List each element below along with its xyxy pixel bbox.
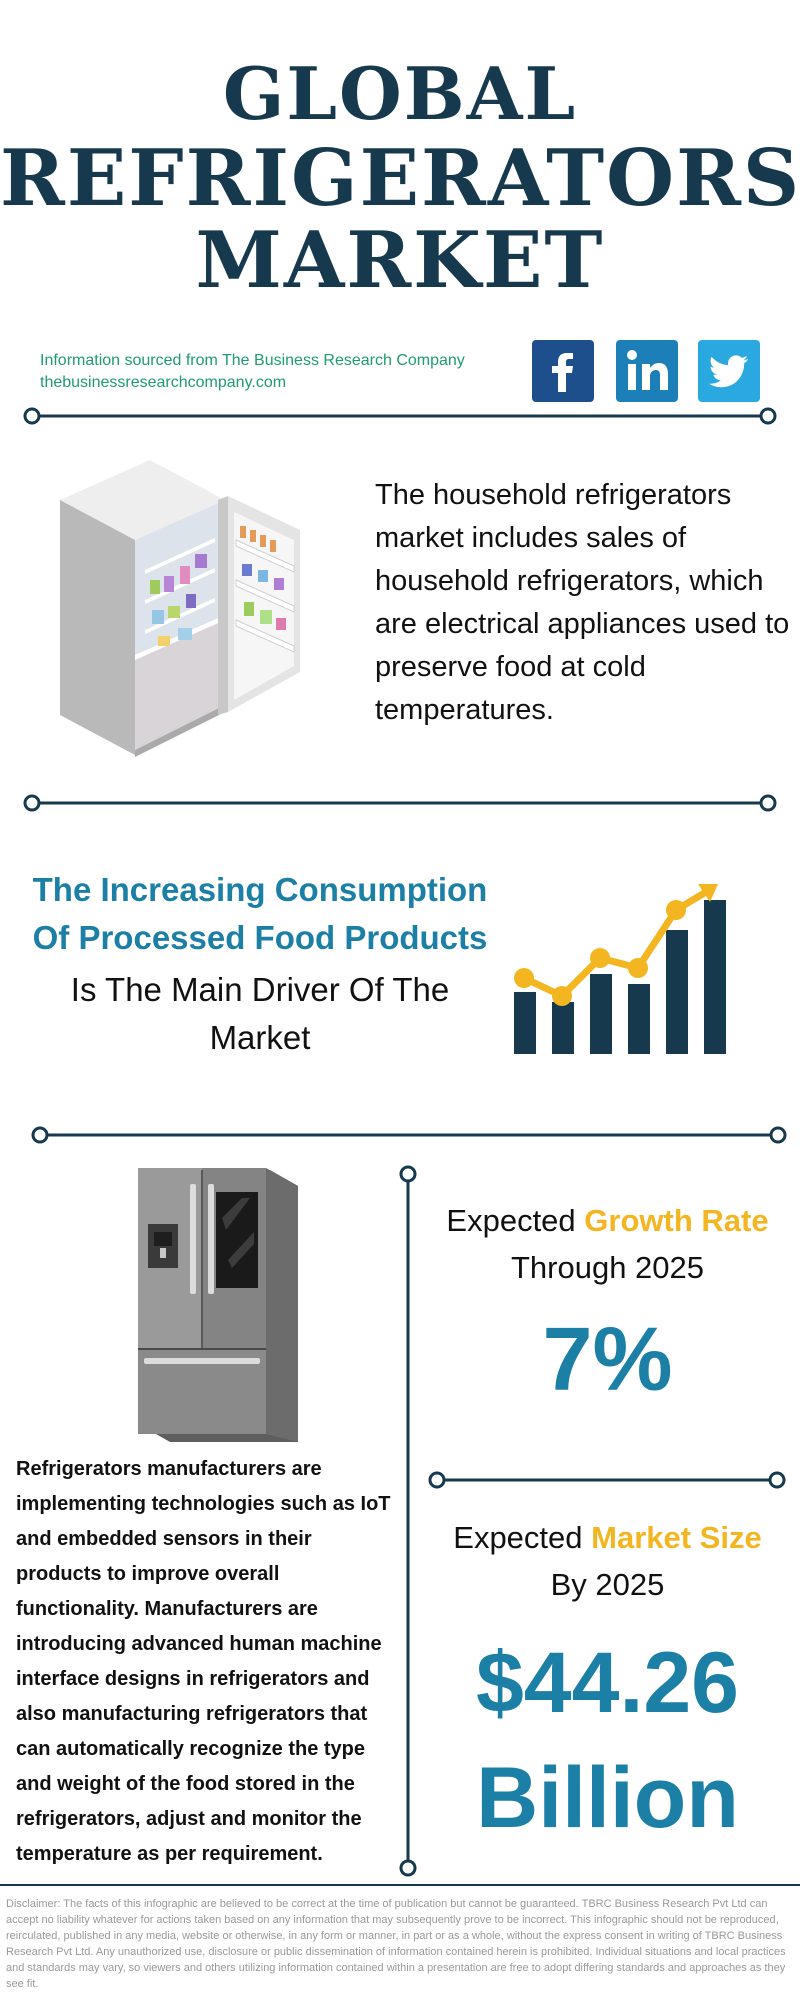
size-value-line-2: Billion <box>476 1750 739 1846</box>
growth-chart-icon <box>514 884 726 1054</box>
title-line-3: MARKET <box>195 215 605 306</box>
intro-description: The household refrigerators market inclu… <box>375 479 790 726</box>
open-refrigerator-icon <box>60 460 300 757</box>
size-prefix: Expected <box>453 1520 592 1555</box>
linkedin-icon[interactable] <box>616 340 678 402</box>
divider-4 <box>428 1471 786 1489</box>
size-highlight: Market Size <box>591 1520 762 1555</box>
divider-2 <box>23 794 777 812</box>
size-value-line-1: $44.26 <box>475 1635 740 1731</box>
title-line-2: REFRIGERATORS <box>0 133 800 224</box>
source-url[interactable]: thebusinessresearchcompany.com <box>40 374 287 391</box>
size-suffix: By 2025 <box>550 1567 665 1602</box>
facebook-icon[interactable] <box>532 340 594 402</box>
growth-label: Expected Growth Rate <box>425 1198 790 1244</box>
growth-prefix: Expected <box>446 1203 585 1238</box>
growth-highlight: Growth Rate <box>584 1203 769 1238</box>
size-label: Expected Market Size <box>425 1515 790 1561</box>
source-text: Information sourced from The Business Re… <box>40 352 465 369</box>
driver-highlight-1: The Increasing Consumption <box>32 871 488 908</box>
growth-suffix: Through 2025 <box>510 1250 705 1285</box>
driver-text-2: Market <box>209 1019 311 1056</box>
divider-3 <box>31 1126 787 1144</box>
title-line-1: GLOBAL <box>222 51 578 136</box>
driver-highlight-2: Of Processed Food Products <box>32 919 488 956</box>
vertical-divider <box>399 1165 417 1877</box>
smart-refrigerator-icon <box>138 1168 298 1442</box>
disclaimer-text: Disclaimer: The facts of this infographi… <box>6 1898 786 1990</box>
trends-description: Refrigerators manufacturers are implemen… <box>16 1458 391 1865</box>
growth-value: 7% <box>542 1310 673 1410</box>
twitter-icon[interactable] <box>698 340 760 402</box>
footer-rule <box>0 1884 800 1886</box>
divider-1 <box>23 407 777 425</box>
driver-text-1: Is The Main Driver Of The <box>70 971 450 1008</box>
